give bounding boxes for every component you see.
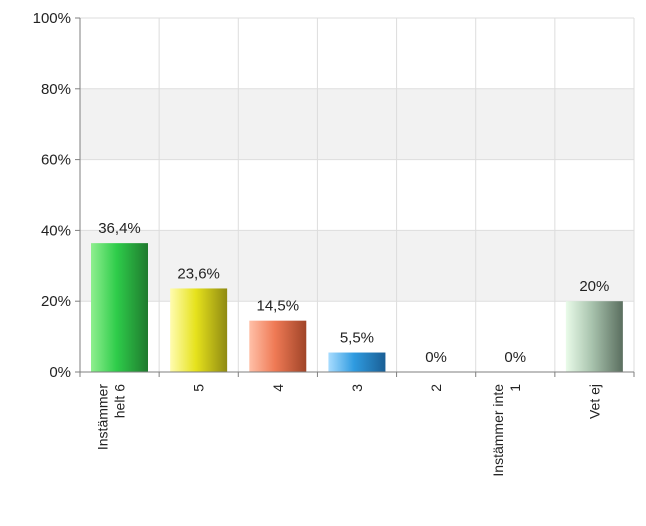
x-tick-labels: Instämmer helt 6 5 4 3 2 Instämmer inte 1 Vet ej (95, 384, 603, 477)
background-band (80, 159, 634, 231)
data-label: 14,5% (257, 298, 300, 315)
bars (91, 243, 623, 372)
x-tick-label-line: 4 (270, 384, 286, 392)
data-label: 5,5% (340, 330, 374, 347)
x-tick-label: 2 (428, 384, 444, 392)
x-tick-label-line: 3 (349, 384, 365, 392)
vertical-gridlines (158, 18, 635, 372)
data-label: 36,4% (98, 220, 141, 237)
bar (170, 288, 228, 372)
background-band (80, 18, 634, 89)
y-tick-label: 40% (41, 222, 71, 239)
x-tick-label: Instämmer inte 1 (490, 384, 523, 477)
data-label: 0% (425, 349, 447, 366)
y-tick-label: 20% (41, 293, 71, 310)
bar (91, 243, 148, 372)
x-tick-label: 5 (191, 384, 207, 392)
background-bands (80, 18, 634, 372)
x-tick-label: 3 (349, 384, 365, 392)
data-label: 0% (504, 349, 526, 366)
x-tick-label-line: Instämmer (95, 384, 111, 450)
y-tick-label: 100% (33, 10, 71, 27)
y-tick-labels: 0% 20% 40% 60% 80% 100% (33, 10, 71, 381)
y-tick-label: 80% (41, 81, 71, 98)
bar (328, 352, 386, 372)
x-tick-label-line: 2 (428, 384, 444, 392)
x-tick-label-line: 5 (191, 384, 207, 392)
x-tick-label: Vet ej (586, 384, 602, 419)
axes (75, 17, 635, 377)
bar (565, 301, 623, 372)
data-label: 23,6% (177, 265, 220, 282)
y-tick-label: 60% (41, 152, 71, 169)
data-label: 20% (579, 278, 609, 295)
x-tick-label: Instämmer helt 6 (95, 384, 128, 450)
x-tick-label-line: Instämmer inte (490, 384, 506, 477)
x-tick-label-line: 1 (507, 384, 523, 392)
y-tick-label: 0% (49, 364, 71, 381)
x-tick-label-line: Vet ej (586, 384, 602, 419)
x-tick-label: 4 (270, 384, 286, 392)
data-labels: 36,4% 23,6% 14,5% 5,5% 0% 0% 20% (98, 220, 609, 366)
background-band (80, 88, 634, 160)
bar (249, 320, 307, 372)
x-tick-label-line: helt 6 (112, 384, 128, 418)
background-band (80, 230, 634, 302)
